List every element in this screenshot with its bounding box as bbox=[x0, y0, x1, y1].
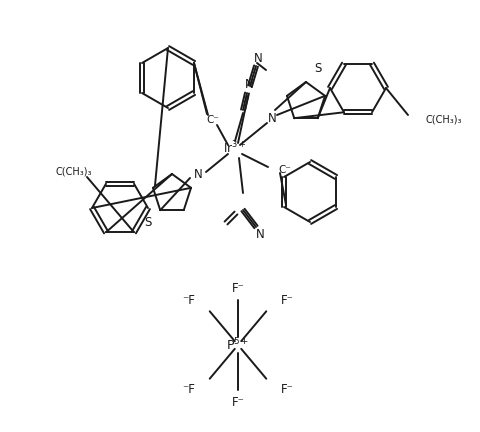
Text: F⁻: F⁻ bbox=[231, 282, 244, 295]
Text: N: N bbox=[268, 111, 276, 124]
Text: ⁻F: ⁻F bbox=[182, 383, 195, 396]
Text: ⁻F: ⁻F bbox=[182, 294, 195, 307]
Text: N: N bbox=[245, 79, 253, 92]
Text: N: N bbox=[193, 168, 203, 181]
Text: C⁻: C⁻ bbox=[206, 115, 219, 125]
Text: S: S bbox=[314, 61, 322, 74]
Text: F⁻: F⁻ bbox=[231, 396, 244, 409]
Text: C(CH₃)₃: C(CH₃)₃ bbox=[55, 167, 92, 177]
Text: C(CH₃)₃: C(CH₃)₃ bbox=[425, 115, 461, 125]
Text: F⁻: F⁻ bbox=[281, 294, 294, 307]
Text: Ir$^{3+}$: Ir$^{3+}$ bbox=[223, 140, 247, 156]
Text: C⁻: C⁻ bbox=[278, 165, 291, 175]
Text: N: N bbox=[253, 51, 263, 64]
Text: S: S bbox=[144, 216, 152, 229]
Text: N: N bbox=[256, 229, 264, 241]
Text: F⁻: F⁻ bbox=[281, 383, 294, 396]
Text: P$^{5+}$: P$^{5+}$ bbox=[227, 337, 250, 353]
